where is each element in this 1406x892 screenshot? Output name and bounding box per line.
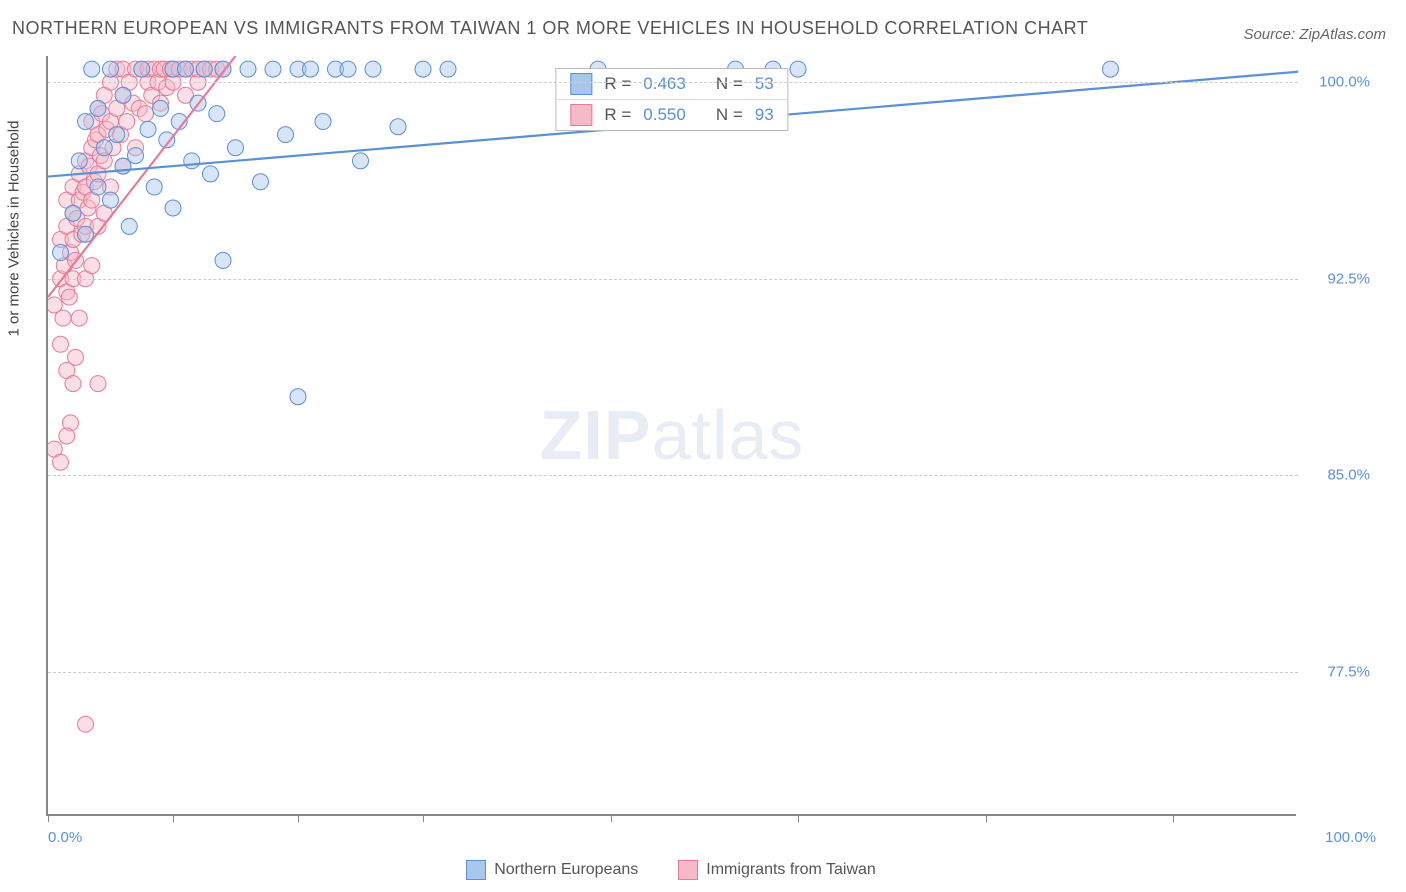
x-tick xyxy=(798,814,799,822)
stats-n-label-2: N = xyxy=(716,105,743,125)
gridline-h xyxy=(48,672,1298,673)
bottom-legend: Northern Europeans Immigrants from Taiwa… xyxy=(46,860,1296,880)
stats-r-val-2: 0.550 xyxy=(643,105,686,125)
x-tick xyxy=(611,814,612,822)
y-axis-label: 1 or more Vehicles in Household xyxy=(6,121,23,337)
legend-item-1: Northern Europeans xyxy=(466,860,638,880)
y-tick-label: 85.0% xyxy=(1327,467,1370,484)
chart-title: NORTHERN EUROPEAN VS IMMIGRANTS FROM TAI… xyxy=(12,18,1088,39)
gridline-h xyxy=(48,82,1298,83)
scatter-svg xyxy=(48,56,1298,816)
plot-area: 1 or more Vehicles in Household ZIPatlas… xyxy=(46,56,1296,816)
legend-box-1 xyxy=(466,860,486,880)
x-tick xyxy=(298,814,299,822)
x-tick xyxy=(986,814,987,822)
stats-n-val-1: 53 xyxy=(755,74,774,94)
x-tick xyxy=(423,814,424,822)
source-label: Source: ZipAtlas.com xyxy=(1243,26,1386,43)
stats-box: R = 0.463 N = 53 R = 0.550 N = 93 xyxy=(555,68,788,131)
legend-item-2: Immigrants from Taiwan xyxy=(678,860,876,880)
stats-n-val-2: 93 xyxy=(755,105,774,125)
stats-r-label-2: R = xyxy=(604,105,631,125)
x-range-min: 0.0% xyxy=(48,829,82,846)
legend-box-2 xyxy=(678,860,698,880)
legend-label-2: Immigrants from Taiwan xyxy=(706,861,876,879)
y-tick-label: 100.0% xyxy=(1319,74,1370,91)
y-tick-label: 92.5% xyxy=(1327,270,1370,287)
x-tick xyxy=(173,814,174,822)
x-tick xyxy=(48,814,49,822)
stats-n-label-1: N = xyxy=(716,74,743,94)
stats-row-1: R = 0.463 N = 53 xyxy=(556,69,787,99)
legend-label-1: Northern Europeans xyxy=(494,861,638,879)
y-tick-label: 77.5% xyxy=(1327,663,1370,680)
chart-container: 1 or more Vehicles in Household ZIPatlas… xyxy=(46,56,1376,816)
stats-color-2 xyxy=(570,104,592,126)
stats-r-label-1: R = xyxy=(604,74,631,94)
stats-row-2: R = 0.550 N = 93 xyxy=(556,99,787,130)
stats-color-1 xyxy=(570,73,592,95)
gridline-h xyxy=(48,279,1298,280)
gridline-h xyxy=(48,475,1298,476)
x-tick xyxy=(1173,814,1174,822)
x-range-max: 100.0% xyxy=(1325,829,1376,846)
stats-r-val-1: 0.463 xyxy=(643,74,686,94)
